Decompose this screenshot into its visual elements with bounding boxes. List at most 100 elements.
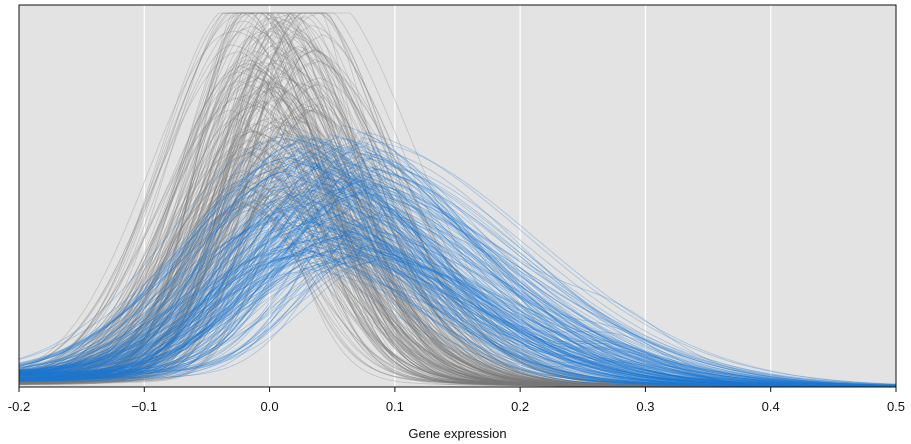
grey-density-line [18,119,897,388]
grey-density-line [18,187,897,388]
grey-density-line [18,33,897,388]
grey-density-line [18,163,897,388]
blue-density-line [18,235,897,387]
blue-density-line [18,237,897,387]
blue-density-line [18,205,897,387]
blue-density-line [18,183,897,386]
blue-density-line [18,233,897,387]
blue-density-line [18,162,897,387]
blue-density-line [18,164,897,387]
blue-density-line [18,188,897,388]
grey-density-line [18,12,897,388]
blue-density-line [18,235,897,388]
blue-density-line [18,131,897,385]
blue-density-line [18,135,897,387]
blue-density-line [18,137,897,387]
blue-density-line [18,224,897,387]
grey-density-line [18,76,896,388]
grey-density-line [18,97,897,388]
blue-density-line [18,248,897,387]
blue-density-line [18,172,897,387]
blue-density-line [18,166,897,387]
blue-density-line [18,191,897,387]
grey-density-line [18,81,897,388]
blue-density-line [18,177,897,387]
blue-density-line [18,206,897,387]
grey-density-line [18,48,897,388]
blue-density-line [18,208,897,387]
blue-density-line [18,153,897,387]
grey-density-line [18,135,897,388]
grey-density-line [18,194,897,388]
blue-density-line [18,220,897,387]
grey-density-line [18,146,896,388]
blue-density-line [18,235,897,387]
grey-density-line [18,199,897,388]
grey-density-line [18,12,897,387]
blue-density-line [18,159,897,387]
grey-density-line [18,100,897,388]
grey-density-line [18,149,897,388]
grey-density-line [18,182,897,388]
grey-density-line [18,201,897,388]
grey-density-line [18,157,897,388]
blue-density-line [18,223,897,386]
grey-density-line [18,72,897,388]
grey-density-line [18,100,896,388]
blue-density-line [18,246,897,387]
blue-density-line [18,210,897,387]
blue-density-line [18,246,897,387]
blue-density-line [18,228,897,387]
grey-density-line [18,147,897,388]
blue-density-line [18,250,897,388]
grey-density-line [18,95,897,388]
grey-density-line [18,137,896,388]
blue-density-line [18,247,897,386]
blue-density-line [18,138,897,388]
blue-density-line [18,176,897,387]
blue-density-line [18,144,897,387]
grey-density-line [18,19,897,388]
grey-density-line [18,203,897,388]
blue-density-line [18,234,897,387]
blue-density-line [18,155,897,387]
grey-density-line [18,45,897,388]
grey-density-line [18,36,897,388]
grey-density-line [18,114,897,388]
blue-density-line [18,124,897,387]
grey-density-line [18,31,896,388]
grey-density-line [18,82,897,387]
grey-density-line [18,139,896,388]
grey-density-line [18,70,896,388]
grey-density-line [18,103,897,387]
x-tick-label: 0.0 [261,399,279,414]
x-tick-label: 0.5 [887,399,905,414]
grey-density-line [18,197,896,388]
blue-density-line [18,147,897,387]
blue-density-line [18,138,897,387]
grey-density-line [18,132,896,388]
grey-density-line [18,12,896,388]
grey-density-line [18,162,897,388]
blue-density-line [18,207,897,387]
blue-density-line [18,144,897,387]
blue-density-line [18,167,897,387]
blue-density-line [18,151,897,387]
blue-density-line [18,245,897,387]
grey-density-line [18,109,897,388]
grey-density-line [18,12,897,387]
blue-density-line [18,185,897,387]
blue-density-line [18,205,897,387]
grey-density-line [18,145,897,388]
blue-density-line [18,246,897,387]
blue-density-line [18,251,897,387]
blue-density-line [18,229,897,387]
blue-density-line [18,162,897,387]
blue-density-line [18,182,897,386]
blue-density-line [18,267,897,388]
grey-density-line [18,185,897,388]
grey-density-line [18,67,897,388]
blue-density-line [18,183,897,388]
blue-density-line [18,176,897,387]
